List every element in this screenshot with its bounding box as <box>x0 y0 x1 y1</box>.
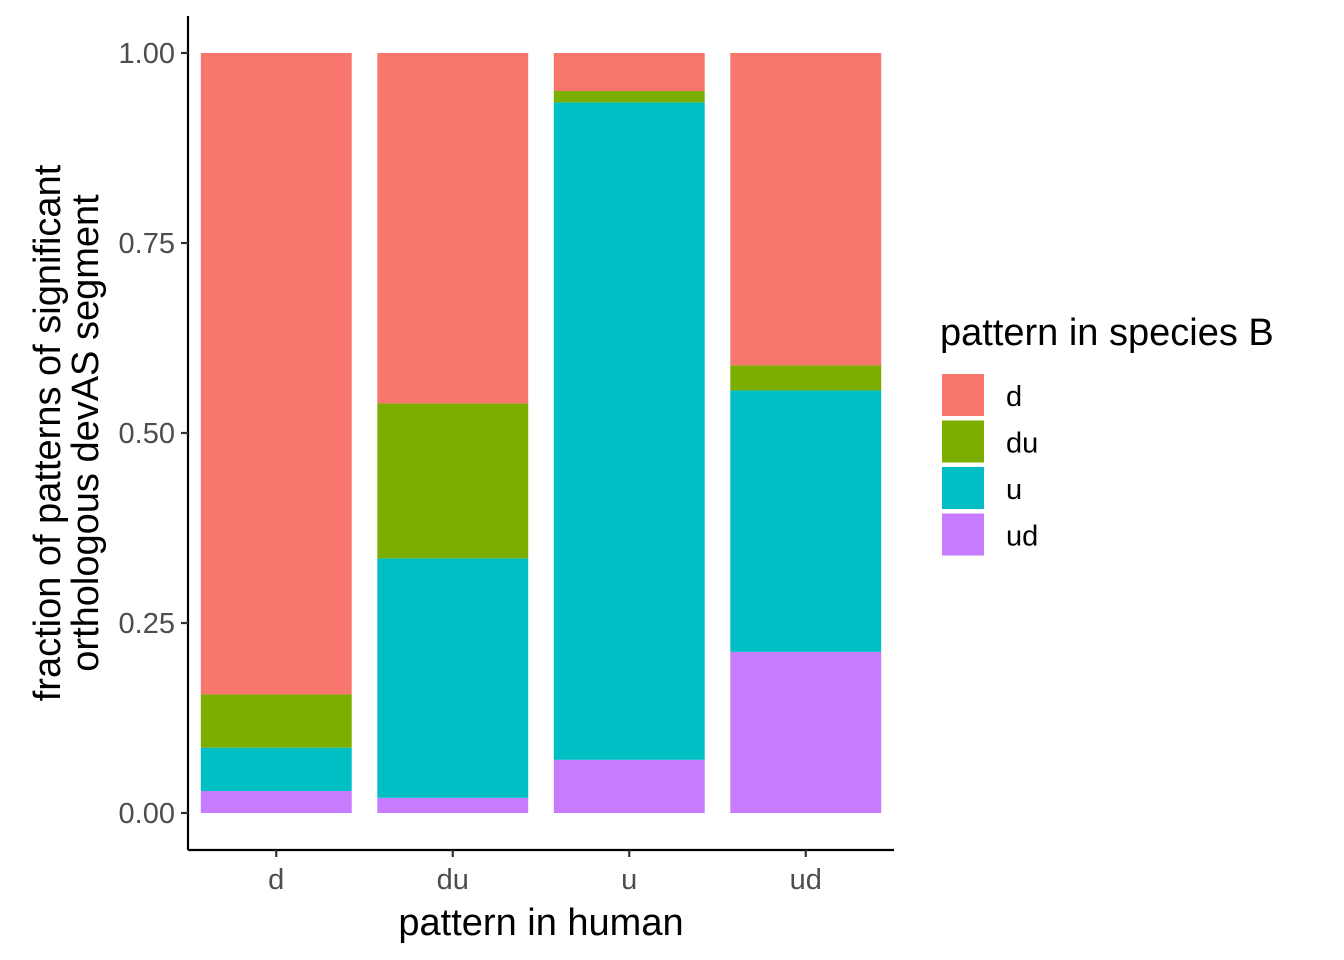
bar-du-ud <box>377 797 529 813</box>
bar-ud-ud <box>730 651 882 813</box>
bar-ud-d <box>730 53 882 366</box>
legend-swatch-d <box>942 374 984 416</box>
y-tick-label: 0.75 <box>119 228 175 260</box>
legend-label-u: u <box>1006 474 1022 506</box>
bars-group <box>200 53 882 813</box>
axes-group: 0.00 0.25 0.50 0.75 1.00 d du u ud pattern in hum… <box>27 16 894 944</box>
bar-ud-u <box>730 390 882 652</box>
y-axis-title-line: orthologous devAS segment <box>65 194 107 672</box>
y-tick-label: 0.50 <box>119 418 175 450</box>
y-tick-label: 1.00 <box>119 38 175 70</box>
bar-du-du <box>377 403 529 559</box>
y-tick-label: 0.25 <box>119 608 175 640</box>
legend-swatch-ud <box>942 513 984 556</box>
legend-swatch-du <box>942 420 984 463</box>
y-axis-title: fraction of patterns of significantortho… <box>27 164 107 701</box>
legend-label-ud: ud <box>1006 521 1038 553</box>
bar-d-ud <box>200 790 352 813</box>
bar-du-d <box>377 53 529 404</box>
x-axis-title: pattern in human <box>398 902 683 944</box>
bar-du-u <box>377 558 529 798</box>
y-axis-title-line: fraction of patterns of significant <box>27 164 69 701</box>
legend-title: pattern in species B <box>940 312 1274 354</box>
bar-u-d <box>553 53 705 91</box>
x-tick-label: d <box>268 864 284 896</box>
bar-u-du <box>553 91 705 103</box>
bar-d-d <box>200 53 352 695</box>
bar-u-ud <box>553 759 705 813</box>
bar-ud-du <box>730 365 882 391</box>
bar-d-u <box>200 747 352 791</box>
legend-label-d: d <box>1006 381 1022 413</box>
x-tick-label: ud <box>790 864 822 896</box>
legend-label-du: du <box>1006 428 1038 460</box>
x-tick-label: u <box>621 864 637 896</box>
y-tick-label: 0.00 <box>119 798 175 830</box>
x-tick-label: du <box>437 864 469 896</box>
legend-swatch-u <box>942 467 984 509</box>
bar-d-du <box>200 694 352 748</box>
bar-u-u <box>553 102 705 760</box>
legend: pattern in species B d du u ud <box>940 312 1274 556</box>
